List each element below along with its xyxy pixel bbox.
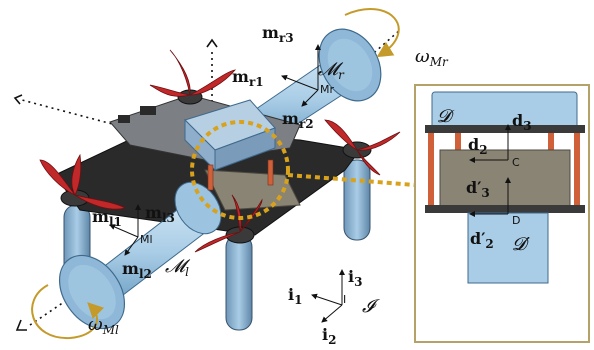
highlight-circle [190,120,290,220]
label-i1: i1 [288,285,302,307]
frame-Mr [281,44,321,107]
label-D: 𝓓 [437,106,455,127]
label-m-r3: mr3 [262,23,294,45]
label-M-r: 𝓜r [318,59,345,82]
label-omega-Mr: ωMr [415,46,449,69]
frame-Ml [109,204,141,256]
label-I-calligraphic: 𝓘 [362,296,380,317]
label-M-l: 𝓜l [165,256,191,279]
label-d3: d3 [512,111,532,133]
label-m-r1: mr1 [232,67,264,89]
highlight-connector [287,173,416,187]
label-d3p: d′3 [466,178,490,200]
payload-box [204,169,301,211]
inset-panel [414,84,590,343]
label-m-l3: ml3 [145,203,175,225]
label-Ml-origin: Ml [140,233,153,246]
label-D-origin: D [512,214,520,227]
label-i3: i3 [348,267,362,289]
label-Mr-origin: Mr [320,83,334,96]
left-manipulator [58,181,222,330]
standoffs [207,159,274,191]
omega-right-arrow [344,8,400,58]
label-d2p: d′2 [470,229,494,251]
label-i2: i2 [322,325,336,347]
label-C-origin: C [512,156,520,169]
label-omega-Ml: ωMl [88,314,119,337]
propellers [39,49,401,253]
label-I-origin: I [343,293,346,306]
omega-left-arrow [31,284,105,340]
label-m-l2: ml2 [122,259,152,281]
label-D-prime: 𝓓′ [512,234,530,255]
label-d2: d2 [468,135,488,157]
label-m-r2: mr2 [282,109,314,131]
label-m-l1: ml1 [92,207,122,229]
frame-inertial [311,269,345,323]
